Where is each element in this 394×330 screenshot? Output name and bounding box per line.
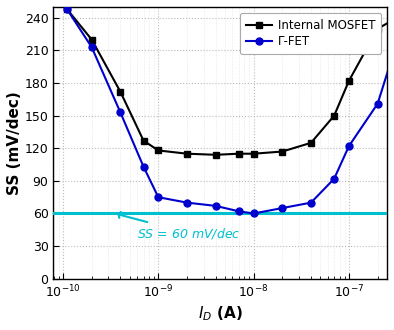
- Γ-FET: [156, 195, 161, 199]
- Γ-FET: [118, 111, 123, 115]
- Γ-FET: [251, 212, 256, 215]
- Text: $SS$ = 60 mV/dec: $SS$ = 60 mV/dec: [119, 212, 241, 241]
- Internal MOSFET: [213, 153, 218, 157]
- Line: Internal MOSFET: Internal MOSFET: [63, 6, 394, 158]
- Internal MOSFET: [280, 149, 285, 153]
- Γ-FET: [141, 165, 146, 169]
- Internal MOSFET: [141, 139, 146, 143]
- Γ-FET: [375, 102, 380, 106]
- Γ-FET: [347, 144, 351, 148]
- X-axis label: $\mathit{I}_\mathit{D}$ (A): $\mathit{I}_\mathit{D}$ (A): [198, 304, 243, 323]
- Γ-FET: [89, 45, 94, 49]
- Γ-FET: [236, 209, 241, 213]
- Internal MOSFET: [347, 79, 351, 83]
- Γ-FET: [309, 201, 313, 205]
- Internal MOSFET: [156, 148, 161, 152]
- Γ-FET: [280, 206, 285, 210]
- Internal MOSFET: [332, 114, 336, 117]
- Internal MOSFET: [118, 90, 123, 94]
- Γ-FET: [185, 201, 190, 205]
- Γ-FET: [213, 204, 218, 208]
- Internal MOSFET: [65, 7, 69, 11]
- Legend: Internal MOSFET, Γ-FET: Internal MOSFET, Γ-FET: [240, 13, 381, 54]
- Y-axis label: SS (mV/dec): SS (mV/dec): [7, 91, 22, 195]
- Γ-FET: [332, 177, 336, 181]
- Internal MOSFET: [89, 38, 94, 42]
- Internal MOSFET: [375, 27, 380, 31]
- Line: Γ-FET: Γ-FET: [63, 6, 394, 217]
- Γ-FET: [65, 7, 69, 11]
- Internal MOSFET: [309, 141, 313, 145]
- Internal MOSFET: [236, 152, 241, 156]
- Internal MOSFET: [251, 152, 256, 156]
- Internal MOSFET: [185, 152, 190, 156]
